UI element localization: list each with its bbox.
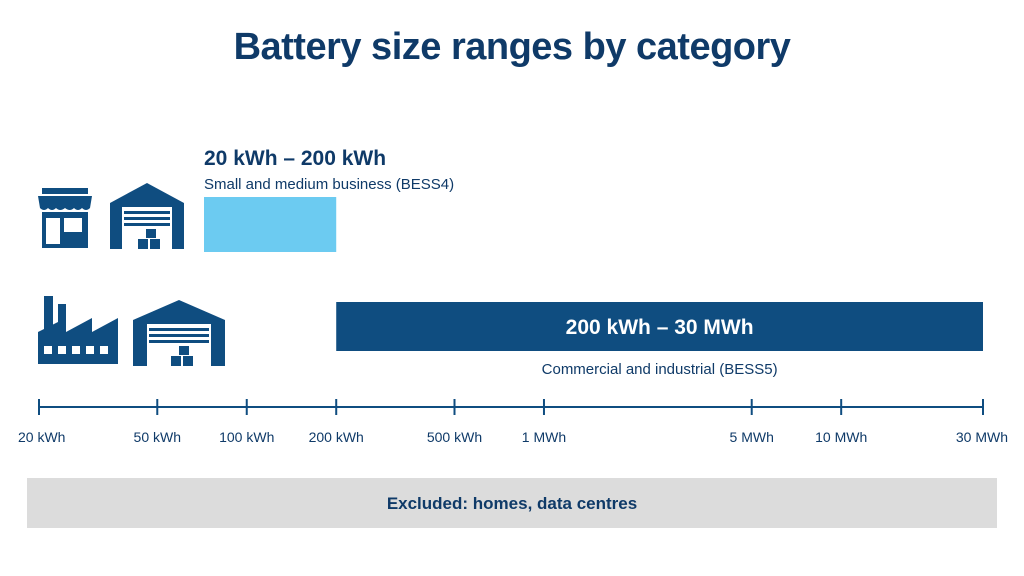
factory-icon xyxy=(38,296,118,364)
x-tick-label: 100 kWh xyxy=(219,429,274,445)
x-tick-label: 5 MWh xyxy=(730,429,774,445)
x-tick-label: 200 kWh xyxy=(309,429,364,445)
x-tick-label: 500 kWh xyxy=(427,429,482,445)
excluded-band xyxy=(27,478,997,528)
x-tick-label: 30 MWh xyxy=(956,429,1008,445)
range-label-bess4: 20 kWh – 200 kWh xyxy=(204,147,386,170)
warehouse-icon xyxy=(133,300,225,366)
chart-title: Battery size ranges by category xyxy=(233,26,791,68)
excluded-label: Excluded: homes, data centres xyxy=(387,494,637,513)
category-label-bess4: Small and medium business (BESS4) xyxy=(204,176,454,193)
range-bar-bess5 xyxy=(336,302,983,351)
shop-icon xyxy=(38,188,92,248)
range-bar-bess4 xyxy=(204,197,337,252)
x-tick-label: 20 kWh xyxy=(18,429,65,445)
category-label-bess5: Commercial and industrial (BESS5) xyxy=(542,361,778,378)
warehouse-icon xyxy=(110,183,184,249)
x-tick-label: 10 MWh xyxy=(815,429,867,445)
range-label-bess5: 200 kWh – 30 MWh xyxy=(566,316,754,339)
x-tick-label: 50 kWh xyxy=(134,429,181,445)
x-tick-label: 1 MWh xyxy=(522,429,566,445)
